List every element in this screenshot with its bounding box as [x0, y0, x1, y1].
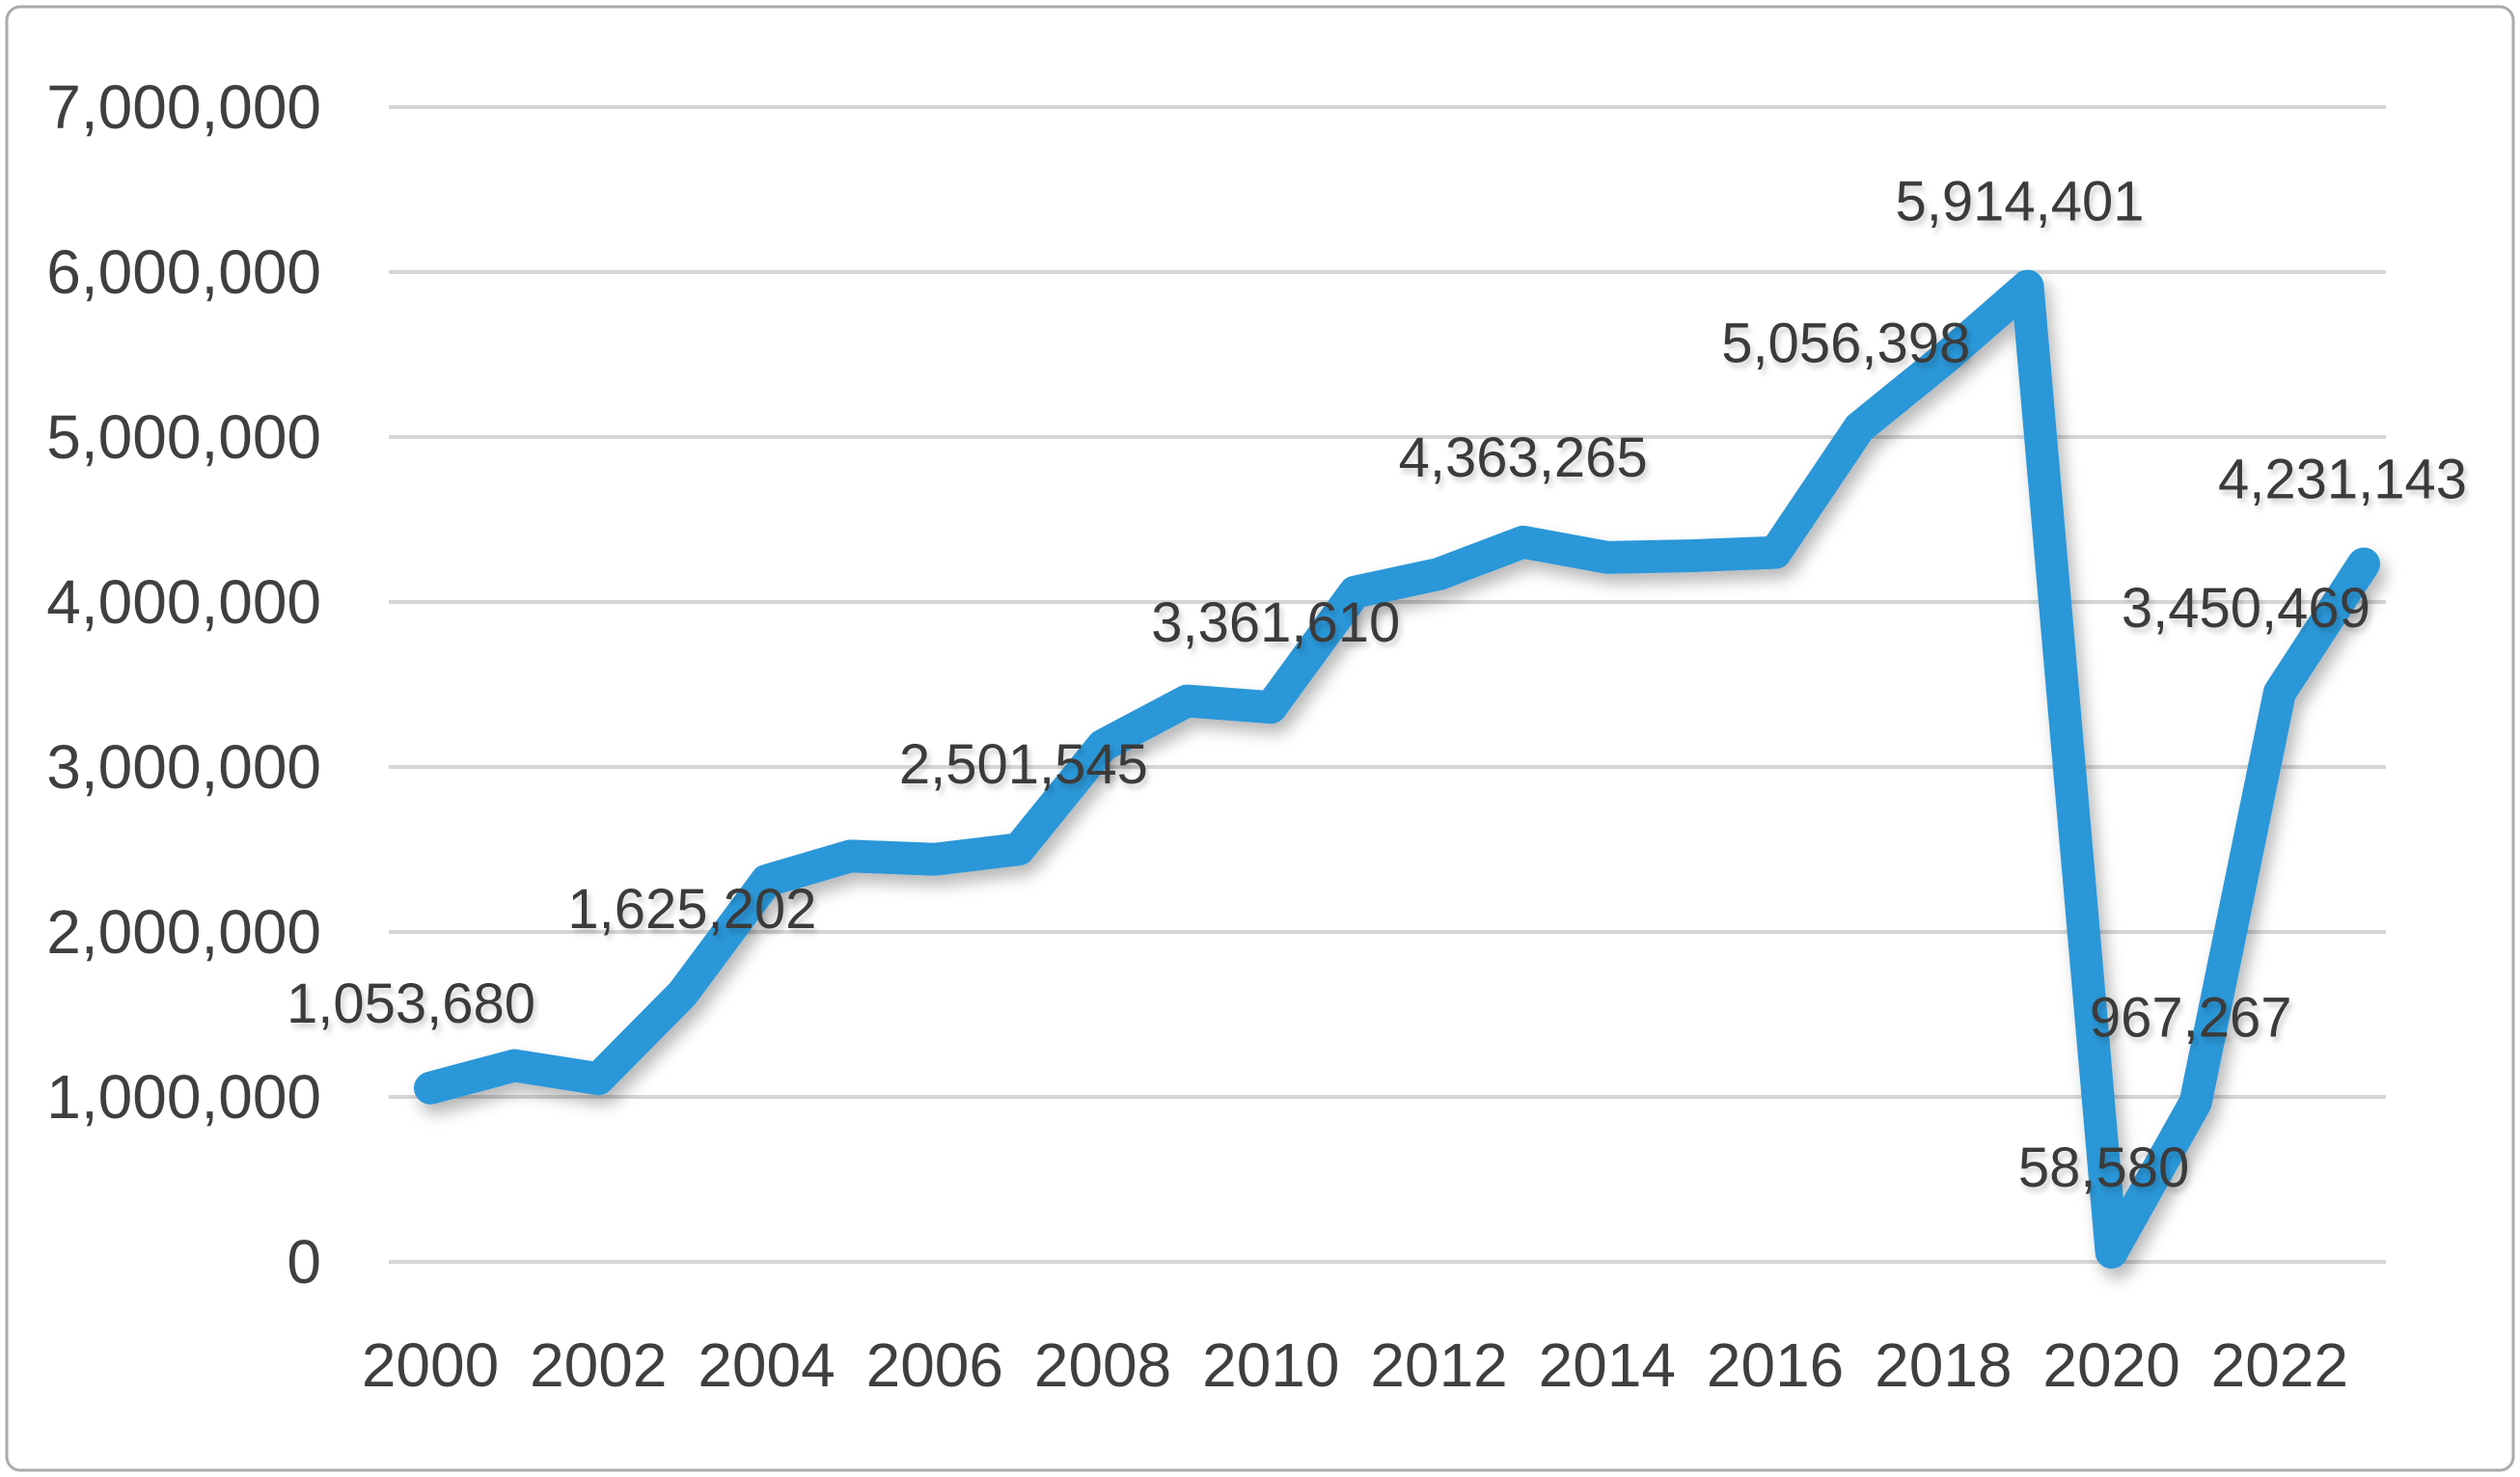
x-axis-tick-label: 2004 [698, 1330, 835, 1400]
y-axis-labels-group: 0 1,000,000 2,000,000 3,000,000 4,000,000 5,0… [46, 72, 321, 1297]
y-axis-tick-label: 5,000,000 [46, 402, 321, 472]
series-group [414, 269, 2380, 1269]
data-label: 5,056,398 [1721, 312, 1970, 374]
y-axis-tick-label: 2,000,000 [46, 897, 321, 967]
data-label: 58,580 [2018, 1136, 2189, 1199]
x-axis-labels-group: 2000 2002 2004 2006 2008 2010 2012 2014 2016 2018… [362, 1330, 2348, 1400]
data-label: 4,231,143 [2218, 448, 2467, 510]
y-axis-tick-label: 3,000,000 [46, 732, 321, 802]
x-axis-tick-label: 2002 [530, 1330, 667, 1400]
data-labels-group: 1,053,680 1,625,202 2,501,545 3,361,610 4,36… [287, 171, 2467, 1199]
x-axis-tick-label: 2010 [1202, 1330, 1339, 1400]
y-axis-tick-label: 4,000,000 [46, 567, 321, 637]
x-axis-tick-label: 2022 [2211, 1330, 2348, 1400]
x-axis-tick-label: 2012 [1370, 1330, 1507, 1400]
x-axis-tick-label: 2008 [1034, 1330, 1171, 1400]
data-label: 3,450,469 [2122, 577, 2370, 640]
figure-border [5, 5, 2515, 1472]
x-axis-tick-label: 2000 [362, 1330, 499, 1400]
x-axis-tick-label: 2018 [1875, 1330, 2012, 1400]
data-label: 1,053,680 [287, 972, 535, 1035]
data-label: 2,501,545 [899, 733, 1148, 796]
x-axis-tick-label: 2020 [2042, 1330, 2179, 1400]
data-label: 3,361,610 [1151, 591, 1400, 654]
data-label: 5,914,401 [1895, 171, 2144, 233]
y-axis-tick-label: 0 [287, 1227, 321, 1297]
x-axis-tick-label: 2016 [1707, 1330, 1844, 1400]
data-label: 1,625,202 [567, 878, 816, 941]
y-axis-tick-label: 6,000,000 [46, 237, 321, 307]
x-axis-tick-label: 2014 [1539, 1330, 1676, 1400]
x-axis-tick-label: 2006 [866, 1330, 1003, 1400]
data-label: 4,363,265 [1399, 426, 1648, 489]
data-label: 967,267 [2090, 987, 2292, 1050]
y-axis-tick-label: 1,000,000 [46, 1062, 321, 1132]
y-axis-tick-label: 7,000,000 [46, 72, 321, 142]
series-line [414, 269, 2380, 1269]
